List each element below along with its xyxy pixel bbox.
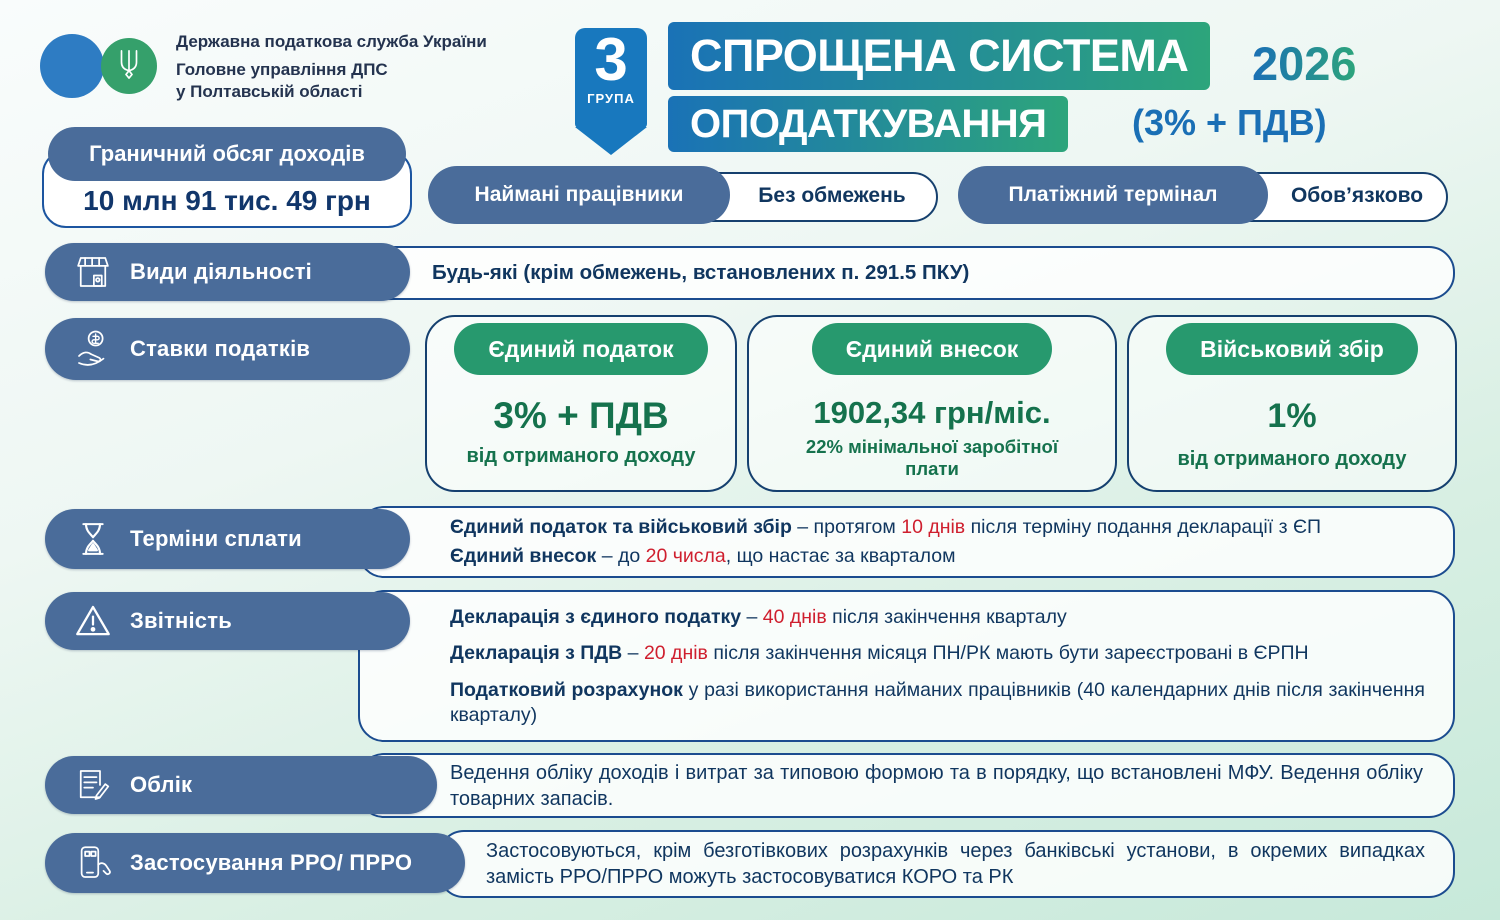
military-levy-value: 1% (1267, 397, 1317, 435)
single-tax-card: Єдиний податок 3% + ПДВ від отриманого д… (425, 315, 737, 492)
payment-terms-row-pill: Терміни сплати (45, 509, 410, 569)
title-line1: СПРОЩЕНА СИСТЕМА (668, 22, 1211, 90)
military-levy-card: Військовий збір 1% від отриманого доходу (1127, 315, 1457, 492)
reporting-line3: Податковий розрахунок у разі використанн… (450, 678, 1425, 729)
agency-text: Державна податкова служба України Головн… (176, 32, 487, 103)
payment-terms-line1: Єдиний податок та військовий збір – прот… (450, 513, 1427, 542)
storefront-icon (71, 250, 115, 294)
payment-terms-line1-bold: Єдиний податок та військовий збір (450, 515, 792, 538)
employees-label: Наймані працівники (428, 166, 730, 224)
payment-terms-content-box: Єдиний податок та військовий збір – прот… (358, 506, 1455, 578)
rro-label: Застосування РРО/ ПРРО (130, 850, 413, 875)
reporting-line1-bold: Декларація з єдиного податку (450, 606, 742, 628)
group-badge: 3 ГРУПА (575, 26, 647, 155)
social-contribution-note: 22% мінімальної заробітної плати (805, 436, 1059, 480)
hand-coin-icon (71, 327, 115, 371)
trident-icon (117, 49, 141, 84)
reporting-label: Звітність (130, 608, 232, 633)
rro-text: Застосовуються, крім безготівкових розра… (486, 840, 1425, 888)
single-tax-note: від отриманого доходу (466, 445, 696, 467)
activity-row-pill: Види діяльності (45, 243, 410, 301)
tax-rates-label: Ставки податків (130, 336, 311, 361)
payment-terms-line2-rest: , що настає за кварталом (725, 545, 956, 567)
logo-green-circle (101, 38, 157, 94)
reporting-line3-rest: у разі використання найманих працівників… (450, 678, 1425, 727)
income-limit-value: 10 млн 91 тис. 49 грн (83, 185, 371, 216)
group-label: ГРУПА (587, 91, 635, 106)
single-tax-title: Єдиний податок (454, 323, 708, 375)
single-tax-value: 3% + ПДВ (493, 395, 669, 436)
agency-line2: Головне управління ДПС (176, 60, 388, 79)
agency-line1: Державна податкова служба України (176, 32, 487, 51)
reporting-line2-red: 20 днів (643, 642, 708, 665)
activity-content-box: Будь-які (крім обмежень, встановлених п.… (358, 246, 1455, 300)
terminal-label: Платіжний термінал (958, 166, 1268, 224)
logo-blue-circle (40, 34, 104, 98)
military-levy-title: Військовий збір (1166, 323, 1418, 375)
accounting-label: Облік (130, 772, 193, 797)
reporting-line3-bold: Податковий розрахунок (450, 678, 683, 701)
smartphone-hand-icon (71, 841, 115, 885)
warning-icon (71, 599, 115, 643)
reporting-content-box: Декларація з єдиного податку – 40 днів п… (358, 590, 1455, 742)
employees-value: Без обмежень (758, 184, 906, 207)
payment-terms-line2: Єдиний внесок – до 20 числа, що настає з… (450, 542, 1427, 571)
rate-note: (3% + ПДВ) (1132, 102, 1327, 143)
reporting-line2-mid: – (622, 642, 644, 665)
reporting-line2-rest: після закінчення місяця ПН/РК мають бути… (707, 642, 1309, 665)
terminal-value: Обов’язково (1290, 184, 1424, 207)
income-limit-label: Граничний обсяг доходів (48, 127, 406, 181)
reporting-line1: Декларація з єдиного податку – 40 днів п… (450, 605, 1425, 630)
social-contribution-card: Єдиний внесок 1902,34 грн/міс. 22% мінім… (747, 315, 1117, 492)
payment-terms-line2-red: 20 числа (645, 545, 726, 567)
social-contribution-title: Єдиний внесок (811, 323, 1053, 375)
payment-terms-line2-bold: Єдиний внесок (450, 545, 597, 567)
tax-rates-row-pill: Ставки податків (45, 318, 410, 380)
reporting-line2-bold: Декларація з ПДВ (450, 642, 623, 665)
rro-row-pill: Застосування РРО/ ПРРО (45, 833, 465, 893)
title-line2: ОПОДАТКУВАННЯ (668, 96, 1069, 152)
reporting-line1-rest: після закінчення кварталу (826, 606, 1067, 628)
payment-terms-line2-mid: – до (596, 545, 646, 567)
payment-terms-label: Терміни сплати (130, 526, 302, 551)
payment-terms-line1-rest: після терміну подання декларації з ЄП (965, 515, 1321, 538)
accounting-content-box: Ведення обліку доходів і витрат за типов… (358, 753, 1455, 818)
group-number: 3 (594, 26, 628, 93)
activity-label: Види діяльності (130, 259, 312, 284)
accounting-row-pill: Облік (45, 756, 437, 814)
rro-content-box: Застосовуються, крім безготівкових розра… (438, 830, 1455, 898)
accounting-text: Ведення обліку доходів і витрат за типов… (450, 761, 1423, 810)
payment-terms-line1-red: 10 днів (901, 515, 966, 538)
document-pencil-icon (71, 763, 115, 807)
year-label: 2026 (1252, 37, 1357, 90)
social-contribution-value: 1902,34 грн/міс. (813, 395, 1051, 430)
hourglass-icon (71, 517, 115, 561)
reporting-line2: Декларація з ПДВ – 20 днів після закінче… (450, 641, 1425, 666)
reporting-line1-mid: – (741, 606, 763, 628)
reporting-line1-red: 40 днів (762, 606, 827, 628)
agency-line3: у Полтавській області (176, 81, 363, 101)
payment-terms-line1-mid: – протягом (791, 515, 902, 538)
activity-value: Будь-які (крім обмежень, встановлених п.… (432, 261, 970, 284)
military-levy-note: від отриманого доходу (1177, 448, 1407, 470)
reporting-row-pill: Звітність (45, 592, 410, 650)
